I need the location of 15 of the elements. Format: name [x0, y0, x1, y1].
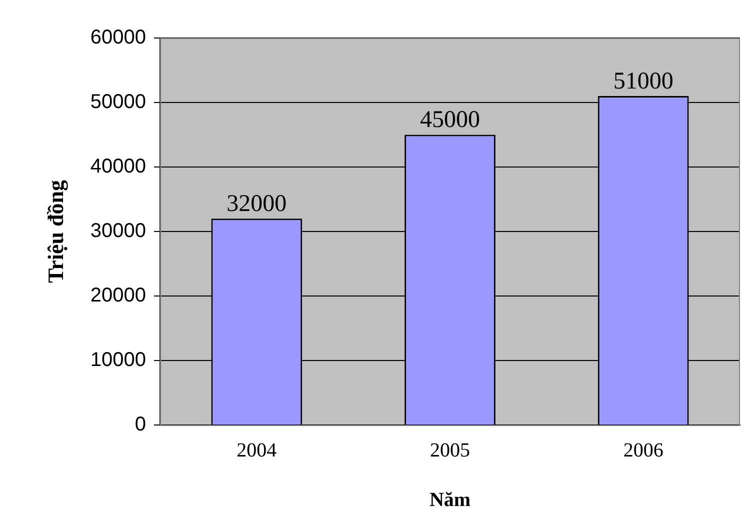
x-tick-label: 2004: [236, 439, 277, 462]
y-tick-label: 10000: [90, 349, 146, 372]
y-tick-label: 40000: [90, 156, 146, 178]
x-axis-title: Năm: [429, 489, 471, 512]
x-tick-label: 2006: [623, 439, 664, 462]
data-label: 45000: [420, 107, 480, 134]
y-tick-label: 20000: [90, 284, 146, 307]
data-label: 32000: [226, 190, 287, 217]
y-tick-label: 50000: [90, 91, 146, 114]
y-axis-title: Triệu đồng: [42, 180, 68, 283]
y-tick-label: 0: [134, 414, 146, 436]
x-tick-label: 2005: [430, 439, 470, 462]
y-tick-label: 30000: [90, 220, 146, 242]
data-label: 51000: [613, 68, 674, 94]
y-tick-label: 60000: [90, 26, 146, 49]
